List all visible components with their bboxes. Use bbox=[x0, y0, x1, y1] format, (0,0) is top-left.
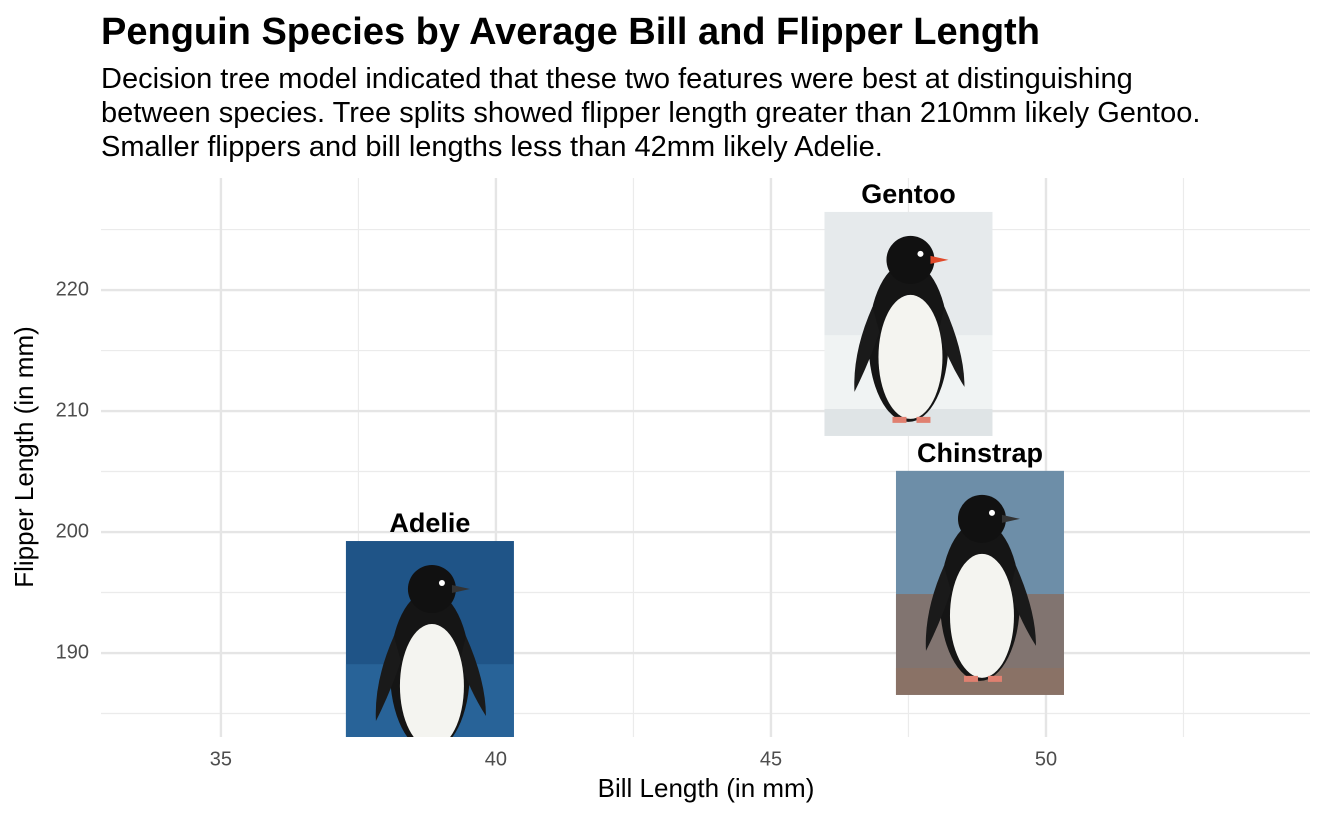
grid bbox=[101, 178, 1310, 737]
penguin-eye bbox=[917, 250, 924, 257]
point-labels: Adelie Chinstrap Gentoo bbox=[389, 179, 1043, 538]
penguin-flipper bbox=[375, 636, 401, 722]
y-tick-label: 190 bbox=[56, 641, 89, 663]
chart-title: Penguin Species by Average Bill and Flip… bbox=[101, 11, 1040, 53]
penguin-feet bbox=[892, 416, 931, 423]
point-label: Adelie bbox=[389, 508, 470, 538]
penguin-feet bbox=[414, 746, 452, 752]
penguin-belly bbox=[399, 624, 464, 737]
penguin-flipper bbox=[925, 565, 951, 651]
penguin-eye bbox=[438, 580, 445, 587]
penguin-beak bbox=[930, 255, 949, 264]
x-tick-label: 50 bbox=[1035, 748, 1057, 770]
x-tick-label: 40 bbox=[485, 748, 507, 770]
y-tick-label: 210 bbox=[56, 399, 89, 421]
penguin-belly bbox=[878, 294, 943, 419]
x-axis-label: Bill Length (in mm) bbox=[598, 773, 815, 803]
x-tick-label: 35 bbox=[210, 748, 232, 770]
y-tick-label: 200 bbox=[56, 520, 89, 542]
y-tick-label: 220 bbox=[56, 278, 89, 300]
penguin-flipper bbox=[854, 306, 880, 392]
subtitle-line: Decision tree model indicated that these… bbox=[101, 63, 1133, 95]
penguin-flipper bbox=[1009, 565, 1036, 646]
point-label: Chinstrap bbox=[917, 438, 1043, 468]
penguin-image bbox=[824, 211, 993, 436]
point-label: Gentoo bbox=[861, 179, 956, 209]
subtitle-line: Smaller flippers and bill lengths less t… bbox=[101, 131, 883, 163]
penguin-flipper bbox=[459, 636, 486, 717]
penguin-image bbox=[345, 541, 514, 752]
penguin-head bbox=[886, 235, 935, 284]
x-tick-label: 45 bbox=[760, 748, 782, 770]
subtitle-line: between species. Tree splits showed flip… bbox=[101, 97, 1200, 129]
penguin-beak bbox=[1001, 514, 1020, 523]
plot-area bbox=[345, 211, 1064, 752]
y-axis-label: Flipper Length (in mm) bbox=[9, 326, 39, 588]
penguin-head bbox=[957, 494, 1006, 543]
penguin-eye bbox=[988, 509, 995, 516]
penguin-head bbox=[407, 565, 456, 614]
penguin-feet bbox=[963, 675, 1002, 682]
penguin-belly bbox=[949, 553, 1014, 678]
penguin-flipper bbox=[938, 306, 965, 387]
penguin-image bbox=[895, 470, 1064, 695]
penguin-beak bbox=[451, 585, 470, 594]
